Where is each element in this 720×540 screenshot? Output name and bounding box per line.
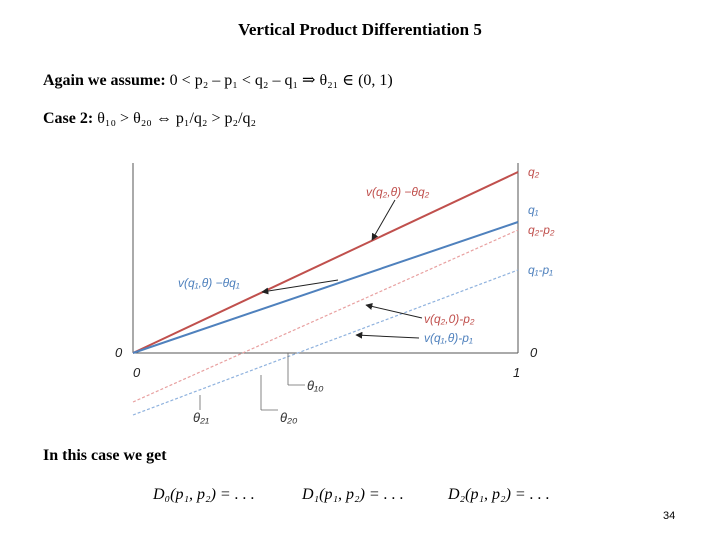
v-q1-minus-p1-line bbox=[132, 269, 519, 416]
label-theta21: θ₂₁ bbox=[193, 410, 209, 425]
label-zero-right: 0 bbox=[530, 345, 538, 360]
slide-title: Vertical Product Differentiation 5 bbox=[238, 20, 482, 39]
label-q1-minus-p1: q₁-p₁ bbox=[528, 263, 553, 277]
arrow-v-q1-0 bbox=[355, 331, 420, 339]
page-number: 34 bbox=[663, 510, 676, 522]
case-prefix: Case 2: bbox=[43, 110, 94, 127]
annotation-v-q1: v(q₁,θ) −θq₁ bbox=[178, 276, 240, 290]
assumption-line: Again we assume: 0 < p₂ – p₁ < q₂ – q₁ ⇒… bbox=[43, 70, 393, 90]
arrow-v-q1 bbox=[261, 279, 339, 295]
assumption-prefix: Again we assume: bbox=[43, 72, 166, 89]
arrow-v-q2-0 bbox=[365, 303, 423, 319]
demand-d0: D₀(p₁, p₂) = . . . bbox=[153, 486, 255, 503]
case-math: θ₁₀ > θ₂₀ ⇔ p₁/q₂ > p₂/q₂ bbox=[97, 110, 257, 127]
label-zero-left: 0 bbox=[115, 345, 123, 360]
assumption-math: 0 < p₂ – p₁ < q₂ – q₁ ⇒ θ₂₁ ∈ (0, 1) bbox=[169, 72, 393, 89]
v-q2-line bbox=[132, 171, 519, 354]
label-x-zero: 0 bbox=[133, 365, 141, 380]
label-x-one: 1 bbox=[513, 365, 520, 380]
v-q2-minus-p2-line bbox=[132, 229, 519, 403]
label-q1: q₁ bbox=[528, 203, 539, 217]
demand-d1: D₁(p₁, p₂) = . . . bbox=[302, 486, 404, 503]
result-intro: In this case we get bbox=[43, 447, 167, 464]
label-theta10: θ₁₀ bbox=[307, 378, 324, 393]
v-q1-line bbox=[132, 221, 519, 354]
label-q2: q₂ bbox=[528, 165, 540, 179]
label-q2-minus-p2: q₂-p₂ bbox=[528, 223, 555, 237]
annotation-v-q2: v(q₂,θ) −θq₂ bbox=[366, 185, 430, 199]
annotation-v-q1-0: v(q₁,θ)-p₁ bbox=[424, 331, 473, 345]
label-theta20: θ₂₀ bbox=[280, 410, 298, 425]
annotation-v-q2-0: v(q₂,0)-p₂ bbox=[424, 312, 475, 326]
case-line: Case 2: θ₁₀ > θ₂₀ ⇔ p₁/q₂ > p₂/q₂ bbox=[43, 110, 256, 128]
arrow-v-q2 bbox=[371, 199, 396, 241]
demand-d2: D₂(p₁, p₂) = . . . bbox=[448, 486, 550, 503]
